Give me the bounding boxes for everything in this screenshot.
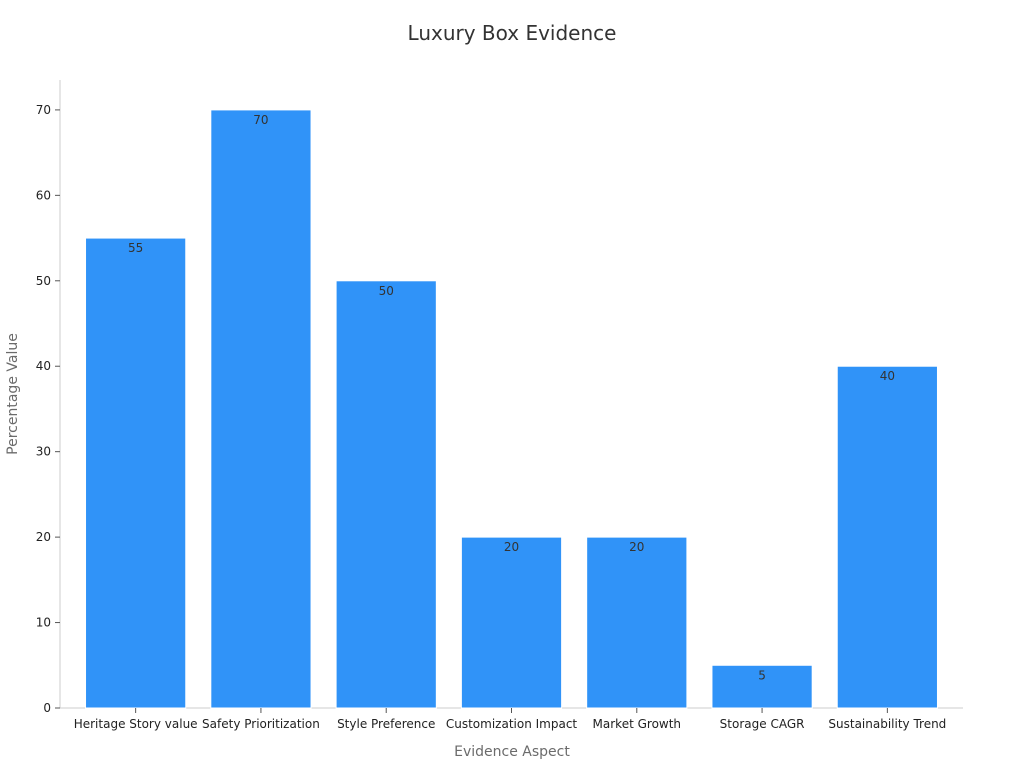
bar-value-label: 70 xyxy=(253,113,268,127)
x-tick-label: Market Growth xyxy=(593,717,682,731)
bar xyxy=(711,664,813,709)
x-axis-label: Evidence Aspect xyxy=(454,744,570,760)
bars-group: 55 70 50 20 20 5 40 xyxy=(85,109,938,709)
bar-value-label: 20 xyxy=(629,540,644,554)
bar xyxy=(586,536,688,709)
bar-value-label: 55 xyxy=(128,241,143,255)
bar-value-label: 50 xyxy=(379,284,394,298)
bar-value-label: 40 xyxy=(880,369,895,383)
bar xyxy=(836,365,938,709)
x-tick-label: Storage CAGR xyxy=(720,717,805,731)
y-axis-label: Percentage Value xyxy=(5,333,21,455)
y-tick-label: 60 xyxy=(36,188,51,202)
x-tick-label: Style Preference xyxy=(337,717,435,731)
bar-value-label: 20 xyxy=(504,540,519,554)
y-tick-label: 0 xyxy=(43,701,51,715)
x-tick-label: Safety Prioritization xyxy=(202,717,320,731)
bar xyxy=(335,280,437,709)
chart-title: Luxury Box Evidence xyxy=(408,21,617,45)
y-tick-label: 40 xyxy=(36,359,51,373)
x-tick-label: Sustainability Trend xyxy=(828,717,946,731)
y-tick-label: 30 xyxy=(36,445,51,459)
bar xyxy=(210,109,312,709)
bar-value-label: 5 xyxy=(758,668,766,682)
x-axis-ticks: Heritage Story value Safety Prioritizatio… xyxy=(74,708,946,731)
y-axis-ticks: 0 10 20 30 40 50 60 70 xyxy=(36,103,60,715)
y-tick-label: 20 xyxy=(36,530,51,544)
x-tick-label: Customization Impact xyxy=(446,717,578,731)
y-tick-label: 10 xyxy=(36,616,51,630)
y-tick-label: 70 xyxy=(36,103,51,117)
y-tick-label: 50 xyxy=(36,274,51,288)
x-tick-label: Heritage Story value xyxy=(74,717,198,731)
bar xyxy=(460,536,563,709)
bar xyxy=(85,237,187,709)
